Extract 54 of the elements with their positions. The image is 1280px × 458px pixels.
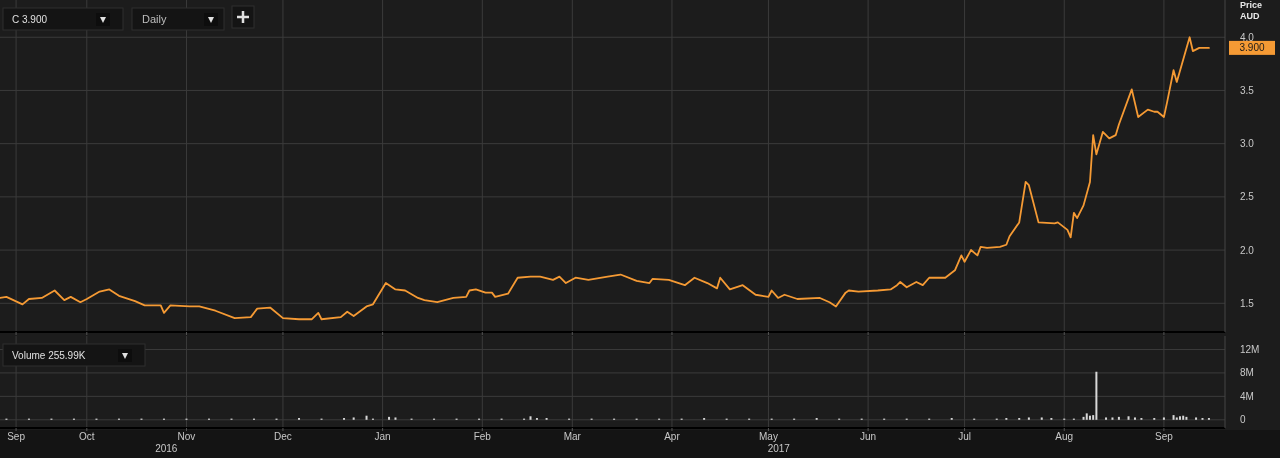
x-tick-label: Aug — [1055, 431, 1074, 442]
bar — [1172, 415, 1175, 420]
x-tick-label: Sep — [7, 431, 26, 442]
bar — [529, 416, 532, 420]
y-tick-label: 8M — [1240, 367, 1254, 379]
bar — [365, 415, 368, 420]
x-tick-label: Apr — [664, 431, 681, 442]
bar — [1111, 417, 1114, 420]
y-tick-label: 1.5 — [1240, 297, 1255, 309]
bar — [1095, 371, 1098, 420]
bar — [1182, 415, 1185, 420]
y-axis-title: Price AUD — [1240, 0, 1263, 21]
bar — [1133, 417, 1136, 420]
bar — [1105, 417, 1108, 420]
bar — [1195, 417, 1198, 420]
bar — [1085, 413, 1088, 420]
x-tick-label: Dec — [274, 431, 292, 442]
bar — [352, 417, 355, 420]
bar — [1162, 417, 1165, 420]
y-tick-label: 2.0 — [1240, 244, 1255, 256]
bar — [388, 416, 391, 420]
y-tick-label: 3.5 — [1240, 84, 1255, 96]
bar — [394, 417, 397, 420]
bar — [1117, 416, 1120, 420]
bar — [1088, 415, 1091, 420]
bar — [1175, 417, 1178, 420]
x-tick-label: Feb — [473, 431, 492, 442]
y-tick-label: 4.0 — [1240, 31, 1255, 43]
annotation: Daily — [142, 13, 167, 25]
x-tick-label: Jan — [374, 431, 391, 442]
y-tick-label: 4M — [1240, 390, 1254, 402]
x-tick-label: May — [758, 431, 778, 442]
selector-field: Volume 255.99K — [2, 343, 146, 367]
x-tick-label: Oct — [79, 431, 95, 442]
x-tick-label: Nov — [177, 431, 196, 442]
selector-field: Daily — [131, 7, 225, 31]
bar — [1040, 417, 1043, 420]
x-tick-label: Sep — [1155, 431, 1174, 442]
y-tick-label: 3.0 — [1240, 138, 1255, 150]
y-tick-label: 0 — [1240, 414, 1246, 426]
line-series — [0, 36, 1210, 321]
bar — [1082, 416, 1085, 420]
x-tick-label: Mar — [563, 431, 582, 442]
bar — [1185, 416, 1188, 420]
text: 2016 — [155, 443, 178, 454]
selector-field: C 3.900 — [2, 7, 124, 31]
bar — [1178, 416, 1181, 420]
x-tick-label: Jul — [958, 431, 971, 442]
text: 2017 — [767, 443, 791, 454]
y-tick-label: 2.5 — [1240, 191, 1255, 203]
y-tick-label: 12M — [1240, 343, 1260, 355]
bar — [1127, 416, 1130, 420]
x-tick-label: Jun — [860, 431, 877, 442]
bar — [1027, 417, 1030, 420]
